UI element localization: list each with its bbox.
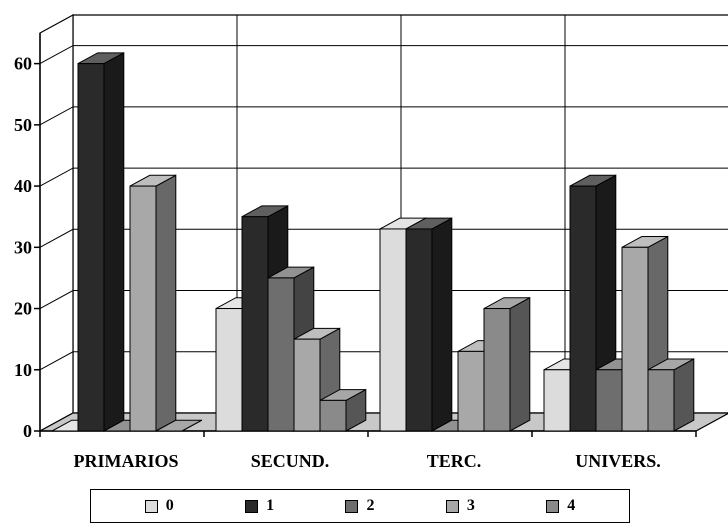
side-wall (39, 13, 74, 433)
y-tick-label: 0 (23, 421, 32, 441)
bar-front (483, 308, 511, 432)
legend-item-2: 2 (345, 497, 374, 515)
bar-front (379, 228, 407, 432)
gridline-60 (39, 45, 728, 65)
x-tick-label: PRIMARIOS (73, 451, 178, 471)
legend-swatch-0 (144, 499, 158, 513)
bar-front (241, 216, 269, 432)
legend-item-3: 3 (445, 497, 475, 515)
legend-label-1: 1 (266, 497, 275, 514)
y-tick-label: 20 (14, 299, 32, 319)
x-tick-label: UNIVERS. (575, 451, 661, 471)
bar-side (509, 296, 531, 432)
bar-secund-series-4 (319, 388, 367, 432)
y-tick-label: 60 (14, 54, 32, 74)
x-tick-label: TERC. (427, 451, 482, 471)
gridline-30 (39, 228, 728, 248)
bar-terc-series-4 (483, 296, 531, 432)
bar-side (103, 51, 125, 432)
bars (51, 51, 695, 432)
bar-primarios-series-3 (129, 174, 177, 432)
legend-swatch-4 (546, 499, 560, 513)
bar-front (129, 185, 157, 432)
bar-side (431, 217, 453, 432)
bar-terc-series-1 (405, 217, 453, 432)
gridlines (39, 15, 728, 413)
y-tick-label: 30 (14, 237, 32, 257)
bar-side (673, 358, 695, 432)
legend-item-0: 0 (144, 497, 174, 515)
bar-front (215, 308, 243, 432)
bar-primarios-series-4 (155, 419, 203, 432)
bar-front (569, 185, 597, 432)
bar-front (405, 228, 433, 432)
bar-top (155, 419, 203, 432)
x-tick-label: SECUND. (251, 451, 330, 471)
legend-item-1: 1 (245, 497, 274, 515)
bar-front (457, 350, 485, 432)
y-tick-label: 10 (14, 360, 32, 380)
legend-swatch-1 (245, 499, 259, 513)
bar-side (155, 174, 177, 432)
bar-front (621, 246, 649, 432)
legend-label-2: 2 (366, 497, 375, 514)
bar-front (77, 63, 105, 432)
y-tick-label: 50 (14, 115, 32, 135)
legend-item-4: 4 (546, 497, 575, 515)
gridline-50 (39, 106, 728, 126)
legend-label-4: 4 (567, 497, 576, 514)
legend-swatch-2 (345, 499, 359, 513)
x-axis-labels: PRIMARIOS SECUND. TERC. UNIVERS. (73, 451, 660, 471)
bar-univers-series-4 (647, 358, 695, 432)
bar-front (319, 399, 347, 432)
bar-front (543, 369, 571, 432)
bar-front (647, 369, 675, 432)
bar-front (293, 338, 321, 432)
y-tick-label: 40 (14, 176, 32, 196)
bar-front (595, 369, 623, 432)
bar-primarios-series-1 (77, 51, 125, 432)
gridline-20 (39, 290, 728, 309)
legend-swatch-3 (445, 499, 459, 513)
bar-front (267, 277, 295, 432)
legend: 0 1 2 3 4 (90, 489, 630, 523)
legend-label-0: 0 (165, 497, 174, 514)
legend-label-3: 3 (466, 497, 475, 514)
gridline-40 (39, 167, 728, 187)
